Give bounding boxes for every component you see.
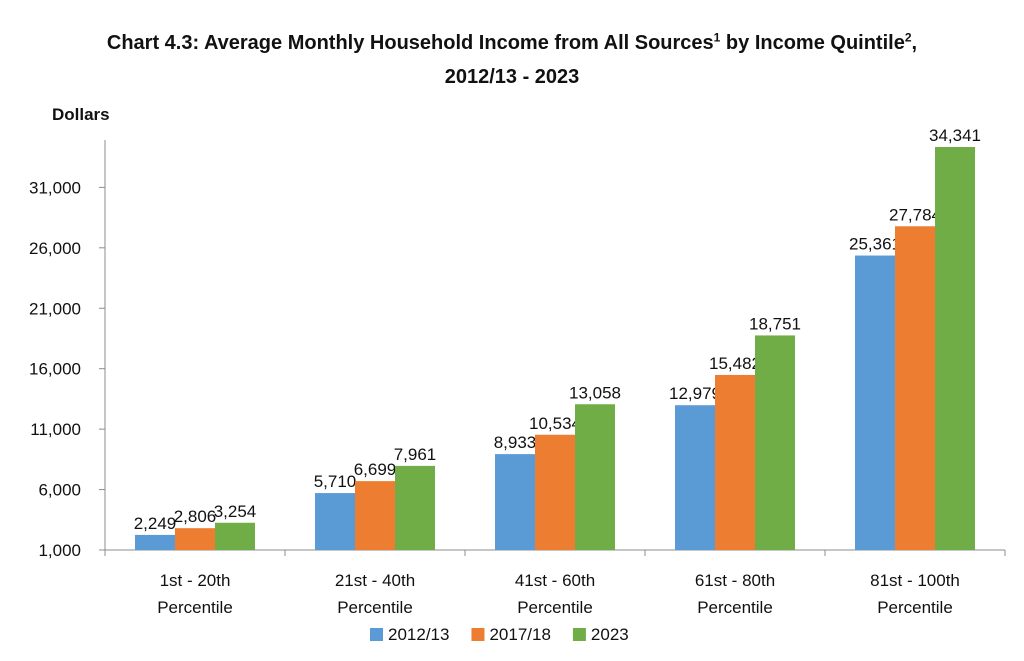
data-label: 13,058 xyxy=(569,383,621,402)
data-label: 8,933 xyxy=(494,433,537,452)
x-tick-label: Percentile xyxy=(157,598,233,617)
bar-2012-13 xyxy=(315,493,355,550)
bar-2017-18 xyxy=(535,434,575,550)
data-label: 12,979 xyxy=(669,384,721,403)
x-tick-label: 41st - 60th xyxy=(515,571,595,590)
x-tick-label: Percentile xyxy=(877,598,953,617)
x-tick-label: Percentile xyxy=(337,598,413,617)
legend-swatch xyxy=(572,628,586,641)
y-tick-label: 6,000 xyxy=(38,481,81,500)
bar-2012-13 xyxy=(495,454,535,550)
y-tick-label: 21,000 xyxy=(29,299,81,318)
y-tick-label: 11,000 xyxy=(30,420,81,439)
bar-2023 xyxy=(755,335,795,550)
y-tick-label: 16,000 xyxy=(29,360,81,379)
legend-label: 2017/18 xyxy=(489,625,550,644)
bar-2012-13 xyxy=(135,534,175,550)
bar-2017-18 xyxy=(355,481,395,550)
chart-title-line2: 2012/13 - 2023 xyxy=(444,66,580,88)
x-tick-label: Percentile xyxy=(697,598,773,617)
bar-2017-18 xyxy=(715,374,755,550)
bar-2023 xyxy=(935,147,975,550)
legend-swatch xyxy=(471,628,485,641)
bar-2023 xyxy=(395,465,435,550)
bar-2012-13 xyxy=(855,255,895,551)
x-tick-label: 21st - 40th xyxy=(335,571,415,590)
data-label: 2,806 xyxy=(174,507,217,526)
data-label: 3,254 xyxy=(214,502,257,521)
data-label: 5,710 xyxy=(314,472,357,491)
bar-2017-18 xyxy=(895,226,935,550)
y-tick-label: 1,000 xyxy=(38,541,81,560)
data-label: 2,249 xyxy=(134,514,177,533)
x-tick-label: 1st - 20th xyxy=(160,571,231,590)
bar-2017-18 xyxy=(175,528,215,550)
data-label: 6,699 xyxy=(354,460,397,479)
x-tick-label: 61st - 80th xyxy=(695,571,775,590)
bar-2012-13 xyxy=(675,405,715,550)
data-label: 34,341 xyxy=(929,126,981,145)
bar-2023 xyxy=(215,522,255,550)
y-axis-label: Dollars xyxy=(52,105,110,124)
legend-swatch xyxy=(370,628,383,641)
y-tick-label: 31,000 xyxy=(29,178,81,197)
chart-title: Chart 4.3: Average Monthly Household Inc… xyxy=(0,26,1024,94)
data-label: 18,751 xyxy=(749,314,801,333)
data-label: 15,482 xyxy=(709,354,761,373)
chart-title-line1: Chart 4.3: Average Monthly Household Inc… xyxy=(106,30,918,54)
data-label: 10,534 xyxy=(529,414,581,433)
data-label: 7,961 xyxy=(394,445,437,464)
data-label: 27,784 xyxy=(889,205,941,224)
bar-2023 xyxy=(575,404,615,550)
y-tick-label: 26,000 xyxy=(29,239,81,258)
x-tick-label: 81st - 100th xyxy=(870,571,960,590)
legend-label: 2012/13 xyxy=(388,625,449,644)
data-label: 25,361 xyxy=(849,235,901,254)
x-tick-label: Percentile xyxy=(517,598,593,617)
legend-label: 2023 xyxy=(591,625,629,644)
